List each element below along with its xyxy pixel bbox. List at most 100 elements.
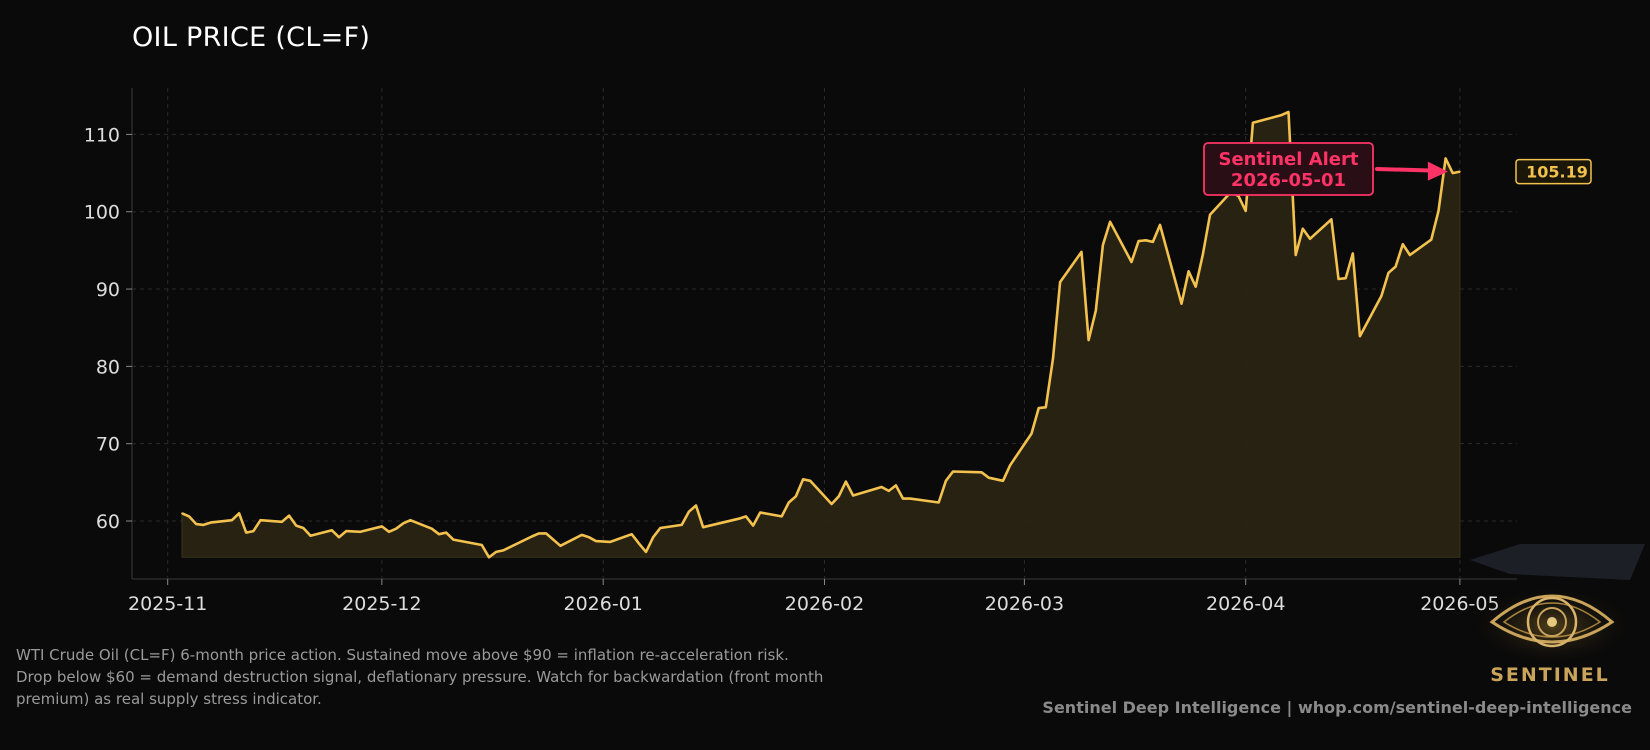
data-point bbox=[752, 524, 754, 527]
data-point bbox=[1194, 285, 1197, 288]
data-point bbox=[438, 533, 440, 535]
data-point bbox=[1287, 111, 1290, 113]
data-point bbox=[895, 484, 897, 487]
data-point bbox=[381, 525, 383, 528]
price-line bbox=[181, 110, 1461, 559]
data-point bbox=[852, 494, 854, 497]
price-area bbox=[181, 110, 1461, 559]
data-point bbox=[580, 534, 583, 536]
data-point bbox=[181, 512, 183, 515]
data-point bbox=[538, 532, 540, 535]
data-point bbox=[1094, 309, 1097, 312]
data-point bbox=[588, 536, 590, 539]
data-point bbox=[1451, 172, 1454, 174]
x-tick-label: 2026-01 bbox=[563, 593, 642, 615]
data-point bbox=[402, 522, 405, 525]
data-point bbox=[788, 501, 790, 504]
data-point bbox=[1330, 218, 1333, 221]
data-point bbox=[431, 527, 433, 530]
data-point bbox=[845, 480, 847, 483]
data-point bbox=[1102, 244, 1104, 246]
data-point bbox=[738, 517, 740, 520]
data-point bbox=[609, 541, 612, 543]
last-value-badge bbox=[1515, 158, 1592, 185]
data-point bbox=[688, 510, 690, 513]
data-point bbox=[1344, 277, 1347, 280]
data-point bbox=[645, 551, 647, 553]
data-point bbox=[1430, 238, 1433, 241]
data-point bbox=[1030, 432, 1033, 435]
data-point bbox=[1337, 278, 1340, 280]
data-point bbox=[1302, 227, 1304, 230]
data-point bbox=[452, 538, 455, 541]
data-point bbox=[1080, 251, 1083, 253]
data-point bbox=[359, 531, 362, 533]
data-point bbox=[887, 490, 890, 492]
data-point bbox=[1401, 243, 1404, 245]
data-point bbox=[1037, 407, 1040, 409]
data-point bbox=[188, 515, 190, 518]
y-tick-label: 110 bbox=[84, 124, 120, 146]
data-point bbox=[559, 544, 562, 547]
data-point bbox=[1137, 240, 1140, 242]
data-point bbox=[309, 534, 312, 537]
data-point bbox=[502, 549, 505, 552]
caption-line: Drop below $60 = demand destruction sign… bbox=[16, 668, 824, 686]
alert-box bbox=[1203, 142, 1374, 196]
data-point bbox=[1294, 254, 1297, 256]
data-point bbox=[1109, 220, 1111, 223]
data-point bbox=[759, 511, 762, 514]
caption-line: WTI Crude Oil (CL=F) 6-month price actio… bbox=[16, 646, 789, 664]
y-tick-label: 70 bbox=[96, 434, 120, 456]
data-point bbox=[245, 531, 248, 534]
data-point bbox=[409, 519, 412, 522]
data-point bbox=[488, 556, 490, 559]
x-tick-label: 2025-11 bbox=[128, 593, 207, 615]
data-point bbox=[695, 504, 697, 507]
data-point bbox=[1394, 265, 1397, 268]
footer-credit: Sentinel Deep Intelligence | whop.com/se… bbox=[1042, 698, 1632, 717]
data-point bbox=[1159, 224, 1161, 226]
data-point bbox=[1351, 252, 1354, 255]
x-tick-label: 2025-12 bbox=[342, 593, 421, 615]
data-point bbox=[445, 531, 447, 534]
data-point bbox=[1052, 357, 1054, 360]
data-point bbox=[1187, 270, 1190, 273]
data-point bbox=[288, 514, 290, 517]
data-point bbox=[395, 527, 397, 530]
x-tick-label: 2026-03 bbox=[985, 593, 1064, 615]
data-point bbox=[659, 527, 662, 529]
data-point bbox=[545, 532, 547, 535]
alert-arrow-head bbox=[1427, 161, 1448, 181]
data-point bbox=[1359, 335, 1361, 338]
data-point bbox=[795, 495, 797, 498]
data-point bbox=[638, 542, 640, 545]
x-tick-label: 2026-02 bbox=[785, 593, 864, 615]
data-point bbox=[809, 480, 812, 482]
tick-labels: 60 70 80 90 100 110 2025-11 2025-12 2026-01 2026-… bbox=[84, 124, 1500, 615]
data-point bbox=[937, 501, 940, 504]
y-tick-label: 60 bbox=[96, 511, 120, 533]
data-point bbox=[802, 478, 804, 481]
data-point bbox=[980, 471, 983, 474]
data-point bbox=[952, 470, 954, 473]
data-point bbox=[331, 529, 333, 532]
data-point bbox=[1252, 121, 1254, 124]
data-point bbox=[1244, 210, 1247, 212]
alert-label-line: 2026-05-01 bbox=[1231, 170, 1346, 191]
y-tick-label: 100 bbox=[84, 202, 120, 224]
data-point bbox=[1059, 281, 1061, 283]
data-point bbox=[745, 515, 747, 518]
data-point bbox=[281, 520, 283, 523]
chart-caption: WTI Crude Oil (CL=F) 6-month price actio… bbox=[16, 644, 896, 710]
data-point bbox=[837, 495, 840, 498]
data-point bbox=[945, 480, 947, 482]
chart-title: OIL PRICE (CL=F) bbox=[132, 22, 371, 53]
data-point bbox=[1280, 114, 1283, 116]
data-point bbox=[259, 519, 262, 522]
data-point bbox=[680, 524, 683, 526]
data-point bbox=[1144, 239, 1147, 242]
data-point bbox=[902, 497, 904, 500]
data-point bbox=[1202, 253, 1204, 256]
data-point bbox=[987, 476, 990, 479]
